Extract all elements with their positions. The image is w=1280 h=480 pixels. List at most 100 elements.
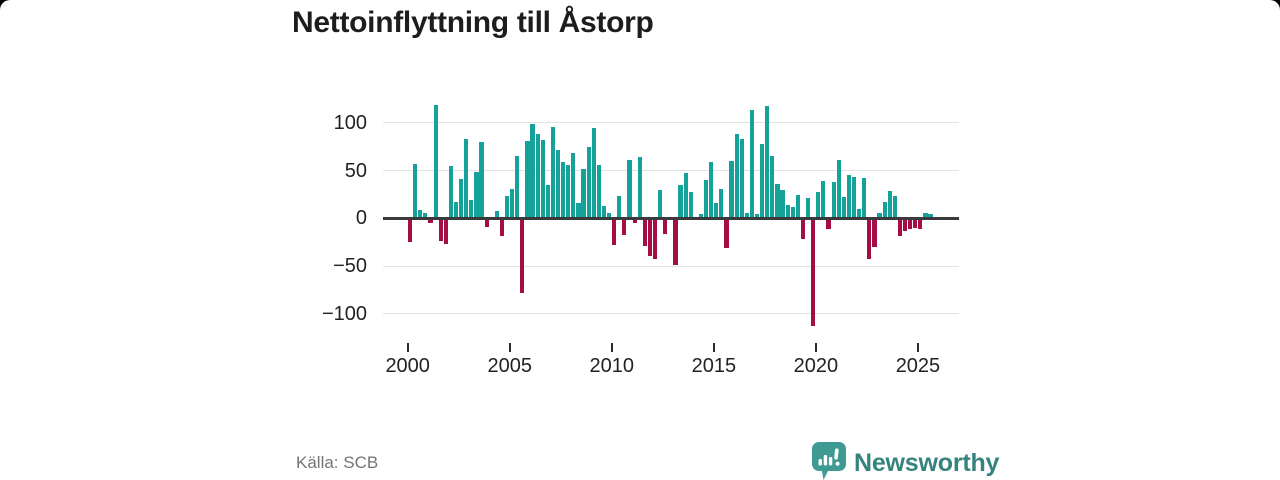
bar-2008-q1 <box>571 153 576 219</box>
x-tick-label: 2015 <box>691 355 737 377</box>
x-tick-label: 2020 <box>793 355 839 377</box>
bar-2001-q1 <box>428 218 433 224</box>
bar-2021-q3 <box>846 175 851 219</box>
y-tick-label: 0 <box>355 207 367 230</box>
bar-2012-q1 <box>652 218 658 260</box>
bar-2007-q2 <box>555 150 561 219</box>
bar-2024-q3 <box>908 218 913 229</box>
bar-2015-q3 <box>724 218 729 248</box>
bar-2018-q4 <box>790 206 795 219</box>
x-tick-label: 2005 <box>487 355 533 377</box>
bar-2009-q2 <box>596 164 601 219</box>
bar-2001-q3 <box>438 218 443 242</box>
bar-2002-q4 <box>464 138 469 219</box>
bar-2019-q3 <box>805 198 811 219</box>
bar-2006-q1 <box>530 123 535 219</box>
bar-2002-q3 <box>459 179 464 219</box>
bar-2018-q2 <box>780 189 785 219</box>
bar-2004-q4 <box>504 196 510 219</box>
bar-2023-q4 <box>892 196 897 219</box>
bar-2005-q1 <box>510 188 515 219</box>
bar-2022-q1 <box>857 208 862 219</box>
plot-area <box>383 95 959 340</box>
bar-2019-q1 <box>795 195 800 219</box>
bar-2020-q4 <box>831 181 836 219</box>
bar-2007-q4 <box>566 164 571 219</box>
bar-2016-q1 <box>734 134 739 219</box>
bar-2013-q4 <box>688 192 693 219</box>
bar-2020-q2 <box>821 181 826 219</box>
bar-2018-q1 <box>775 183 780 219</box>
x-tick <box>814 343 817 352</box>
bar-2017-q3 <box>765 106 770 219</box>
bar-2023-q1 <box>877 212 882 219</box>
bar-2012-q3 <box>663 218 668 234</box>
gridline <box>383 313 959 315</box>
bar-2000-q4 <box>423 212 428 219</box>
bar-2011-q3 <box>642 218 647 247</box>
bar-2024-q1 <box>897 218 903 236</box>
y-tick-label: 100 <box>333 111 367 134</box>
zero-axis-line <box>383 216 959 220</box>
bar-2000-q1 <box>408 218 413 243</box>
bar-2017-q4 <box>770 156 775 219</box>
bar-2007-q3 <box>561 161 566 219</box>
bar-2013-q2 <box>678 184 683 219</box>
bar-2015-q1 <box>714 203 719 219</box>
bar-2022-q3 <box>867 218 872 260</box>
x-tick <box>712 343 715 352</box>
x-tick <box>508 343 511 352</box>
bar-2016-q3 <box>744 212 749 219</box>
bar-2020-q1 <box>816 192 821 219</box>
bar-2022-q2 <box>862 178 867 219</box>
bar-2009-q3 <box>601 205 607 219</box>
bar-2015-q2 <box>719 188 724 219</box>
bar-2022-q4 <box>872 218 877 247</box>
bar-2006-q2 <box>535 134 540 219</box>
bar-2008-q4 <box>586 146 591 219</box>
bar-2008-q2 <box>576 203 581 219</box>
bar-2025-q2 <box>923 212 928 219</box>
bar-2014-q3 <box>703 180 709 219</box>
x-tick-label: 2025 <box>895 355 941 377</box>
bar-2011-q1 <box>632 218 637 224</box>
bar-2008-q3 <box>581 168 586 219</box>
bar-2018-q3 <box>785 204 790 219</box>
bar-2002-q2 <box>453 202 459 219</box>
bar-2003-q1 <box>469 200 474 219</box>
bar-2003-q4 <box>484 218 489 227</box>
x-tick <box>916 343 919 352</box>
bar-2024-q4 <box>913 218 918 228</box>
source-label: Källa: SCB <box>296 453 379 472</box>
bar-2000-q3 <box>418 209 423 219</box>
gridline <box>383 265 959 267</box>
bar-2009-q4 <box>606 212 612 219</box>
bar-2001-q2 <box>433 105 438 219</box>
y-tick-label: −100 <box>321 302 367 325</box>
bar-2017-q2 <box>760 143 765 219</box>
bar-2013-q3 <box>683 173 688 219</box>
bar-2019-q2 <box>800 218 806 240</box>
bar-2012-q2 <box>658 189 663 219</box>
bar-2001-q4 <box>443 218 448 245</box>
bar-2021-q1 <box>836 159 841 219</box>
bar-2010-q3 <box>622 218 627 235</box>
bar-2005-q2 <box>515 156 520 219</box>
bar-2019-q4 <box>811 218 816 327</box>
y-tick-label: −50 <box>333 255 367 278</box>
bar-2002-q1 <box>448 165 453 219</box>
bar-2003-q2 <box>474 172 479 219</box>
newsworthy-logo-text: Newsworthy <box>854 449 1000 477</box>
bar-2011-q4 <box>647 218 652 256</box>
bar-2021-q2 <box>841 197 846 219</box>
bar-2023-q2 <box>882 202 887 219</box>
bar-2004-q2 <box>494 210 499 219</box>
bar-2023-q3 <box>887 190 892 219</box>
bar-2025-q3 <box>928 214 933 219</box>
bar-2000-q2 <box>413 163 418 219</box>
y-tick-label: 50 <box>344 159 367 182</box>
bar-2017-q1 <box>754 214 760 219</box>
x-tick-label: 2000 <box>385 355 430 377</box>
newsworthy-logo[interactable]: Newsworthy <box>812 442 999 480</box>
